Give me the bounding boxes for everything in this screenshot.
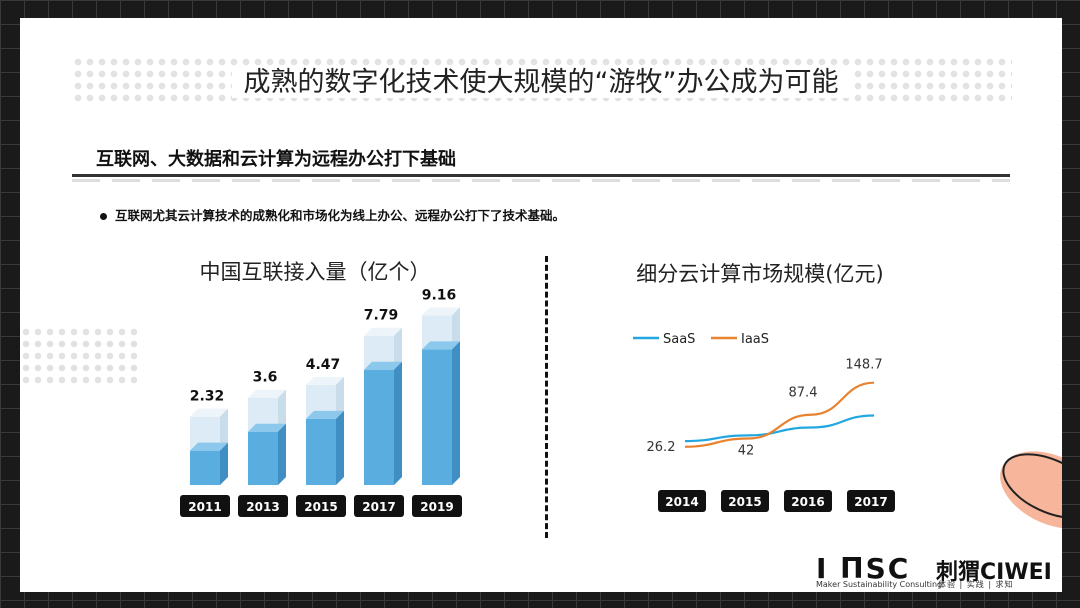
series-line — [684, 414, 875, 443]
category-badge — [354, 495, 404, 517]
category-badge — [784, 490, 832, 512]
data-label: 26.2 — [647, 440, 676, 455]
bar-group — [248, 389, 286, 485]
x-tick-label: 2013 — [246, 500, 279, 514]
bar-top — [306, 410, 344, 419]
data-label: 42 — [738, 443, 755, 458]
page-title: 成熟的数字化技术使大规模的“游牧”办公成为可能 — [20, 60, 1062, 99]
bar-ghost-top — [364, 327, 402, 336]
bar-top — [422, 341, 460, 350]
bar — [364, 369, 394, 485]
bar-group — [190, 408, 228, 485]
bar-ghost-top — [422, 307, 460, 316]
category-badge — [238, 495, 288, 517]
bar — [190, 450, 220, 485]
legend-label: SaaS — [663, 332, 695, 347]
category-badge — [180, 495, 230, 517]
data-label: 87.4 — [789, 386, 818, 401]
data-label: 148.7 — [845, 358, 882, 373]
section-underline — [72, 174, 1010, 177]
bar-side — [336, 410, 344, 485]
category-badge — [847, 490, 895, 512]
bar-top — [364, 361, 402, 370]
bar-chart-title: 中国互联接入量（亿个） — [199, 260, 431, 284]
decorative-loop-shape — [1000, 451, 1062, 529]
bar-chart: 2.32 2011 3.6 2013 4.47 2015 7.79 2017 9.16 2019 — [180, 287, 462, 517]
bar — [306, 418, 336, 485]
bar-side — [220, 442, 228, 485]
section-dash-row — [72, 179, 1010, 182]
x-tick-label: 2015 — [728, 495, 761, 509]
bar-ghost-top — [248, 389, 286, 398]
bar-top — [190, 442, 228, 451]
section-title: 互联网、大数据和云计算为远程办公打下基础 — [96, 149, 456, 170]
line-chart: SaaS IaaS 26.2 42 87.4 148.7 2014 2015 2016 2017 — [633, 332, 895, 512]
category-badge — [412, 495, 462, 517]
bar-group — [364, 327, 402, 485]
msc-logo-subtitle: Maker Sustainability Consulting — [816, 580, 943, 589]
bar-group — [422, 307, 460, 485]
x-tick-label: 2016 — [791, 495, 824, 509]
chart-divider — [545, 256, 548, 538]
bullet-text: 互联网尤其云计算技术的成熟化和市场化为线上办公、远程办公打下了技术基础。 — [100, 205, 565, 224]
line-chart-title: 细分云计算市场规模(亿元) — [636, 262, 884, 286]
x-tick-label: 2017 — [362, 500, 395, 514]
bar — [422, 349, 452, 485]
x-tick-label: 2019 — [420, 500, 453, 514]
x-tick-label: 2011 — [188, 500, 221, 514]
ciwei-logo: 刺猬CIWEI — [936, 560, 1052, 585]
bar-value-label: 9.16 — [422, 287, 457, 303]
series-line — [684, 381, 875, 448]
bar-top — [248, 423, 286, 432]
category-badge — [658, 490, 706, 512]
category-badge — [296, 495, 346, 517]
bar-value-label: 3.6 — [253, 370, 278, 386]
bar-side — [394, 361, 402, 485]
x-tick-label: 2015 — [304, 500, 337, 514]
bar-side — [452, 341, 460, 485]
category-badge — [721, 490, 769, 512]
legend-label: IaaS — [741, 332, 769, 347]
bar-ghost-top — [190, 408, 228, 417]
bar-value-label: 4.47 — [306, 357, 341, 373]
bar-group — [306, 376, 344, 485]
side-dot-pattern — [20, 326, 142, 384]
bar-value-label: 7.79 — [364, 308, 399, 324]
x-tick-label: 2017 — [854, 495, 887, 509]
msc-logo: I ΠSC — [816, 552, 911, 585]
bar — [248, 431, 278, 485]
ciwei-logo-subtitle: 体验 | 实践 | 求知 — [938, 580, 1014, 589]
bar-ghost-top — [306, 376, 344, 385]
x-tick-label: 2014 — [665, 495, 698, 509]
bar-side — [278, 423, 286, 485]
bar-value-label: 2.32 — [190, 389, 225, 405]
slide: 成熟的数字化技术使大规模的“游牧”办公成为可能 互联网、大数据和云计算为远程办公… — [20, 18, 1062, 592]
